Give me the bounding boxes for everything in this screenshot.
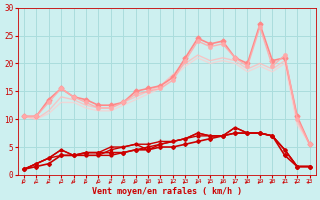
X-axis label: Vent moyen/en rafales ( km/h ): Vent moyen/en rafales ( km/h ) [92,187,242,196]
